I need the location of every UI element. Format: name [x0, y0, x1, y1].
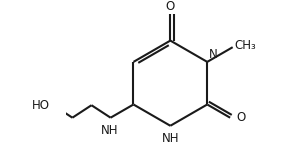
Text: N: N [209, 48, 217, 61]
Text: CH₃: CH₃ [234, 39, 256, 52]
Text: O: O [236, 111, 245, 124]
Text: NH: NH [162, 132, 179, 145]
Text: O: O [166, 0, 175, 13]
Text: NH: NH [101, 124, 119, 137]
Text: HO: HO [32, 99, 50, 112]
